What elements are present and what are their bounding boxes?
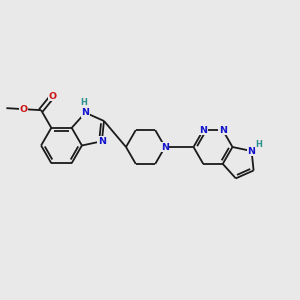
Text: H: H (80, 98, 87, 107)
Text: N: N (81, 108, 89, 117)
Text: N: N (98, 137, 106, 146)
Text: H: H (256, 140, 262, 149)
Text: N: N (199, 126, 207, 135)
Text: N: N (219, 126, 227, 135)
Text: N: N (161, 142, 169, 152)
Text: N: N (248, 147, 256, 156)
Text: O: O (48, 92, 57, 100)
Text: O: O (19, 105, 27, 114)
